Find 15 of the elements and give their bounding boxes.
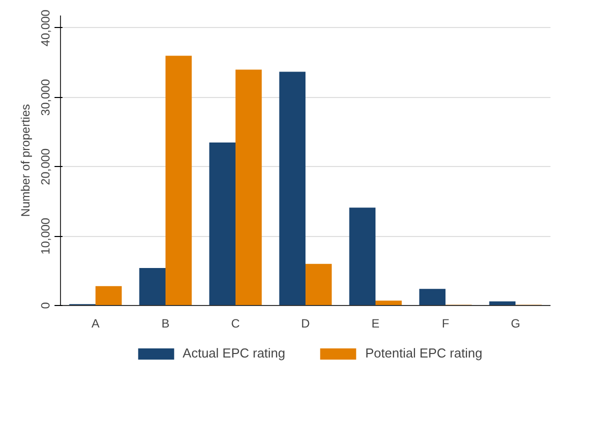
x-tick-label: E	[372, 316, 380, 330]
legend-label: Potential EPC rating	[365, 346, 482, 360]
y-tick-label: 0	[38, 302, 52, 309]
x-tick-label: D	[301, 316, 310, 330]
x-tick-label: A	[92, 316, 100, 330]
x-tick-label: B	[162, 316, 170, 330]
y-axis-title: Number of properties	[18, 104, 32, 217]
y-tick-label: 20,000	[38, 148, 52, 186]
x-tick-label: F	[442, 316, 450, 330]
y-tick-label: 10,000	[38, 217, 52, 254]
y-tick-label: 40,000	[38, 9, 52, 46]
x-tick-label: G	[510, 316, 520, 330]
y-tick-label: 30,000	[38, 78, 52, 116]
legend-label: Actual EPC rating	[182, 346, 286, 360]
x-tick-label: C	[231, 316, 240, 330]
